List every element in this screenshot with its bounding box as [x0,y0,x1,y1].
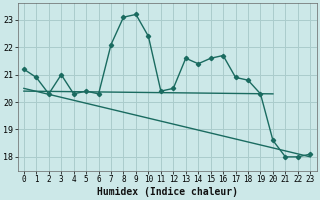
X-axis label: Humidex (Indice chaleur): Humidex (Indice chaleur) [97,186,237,197]
